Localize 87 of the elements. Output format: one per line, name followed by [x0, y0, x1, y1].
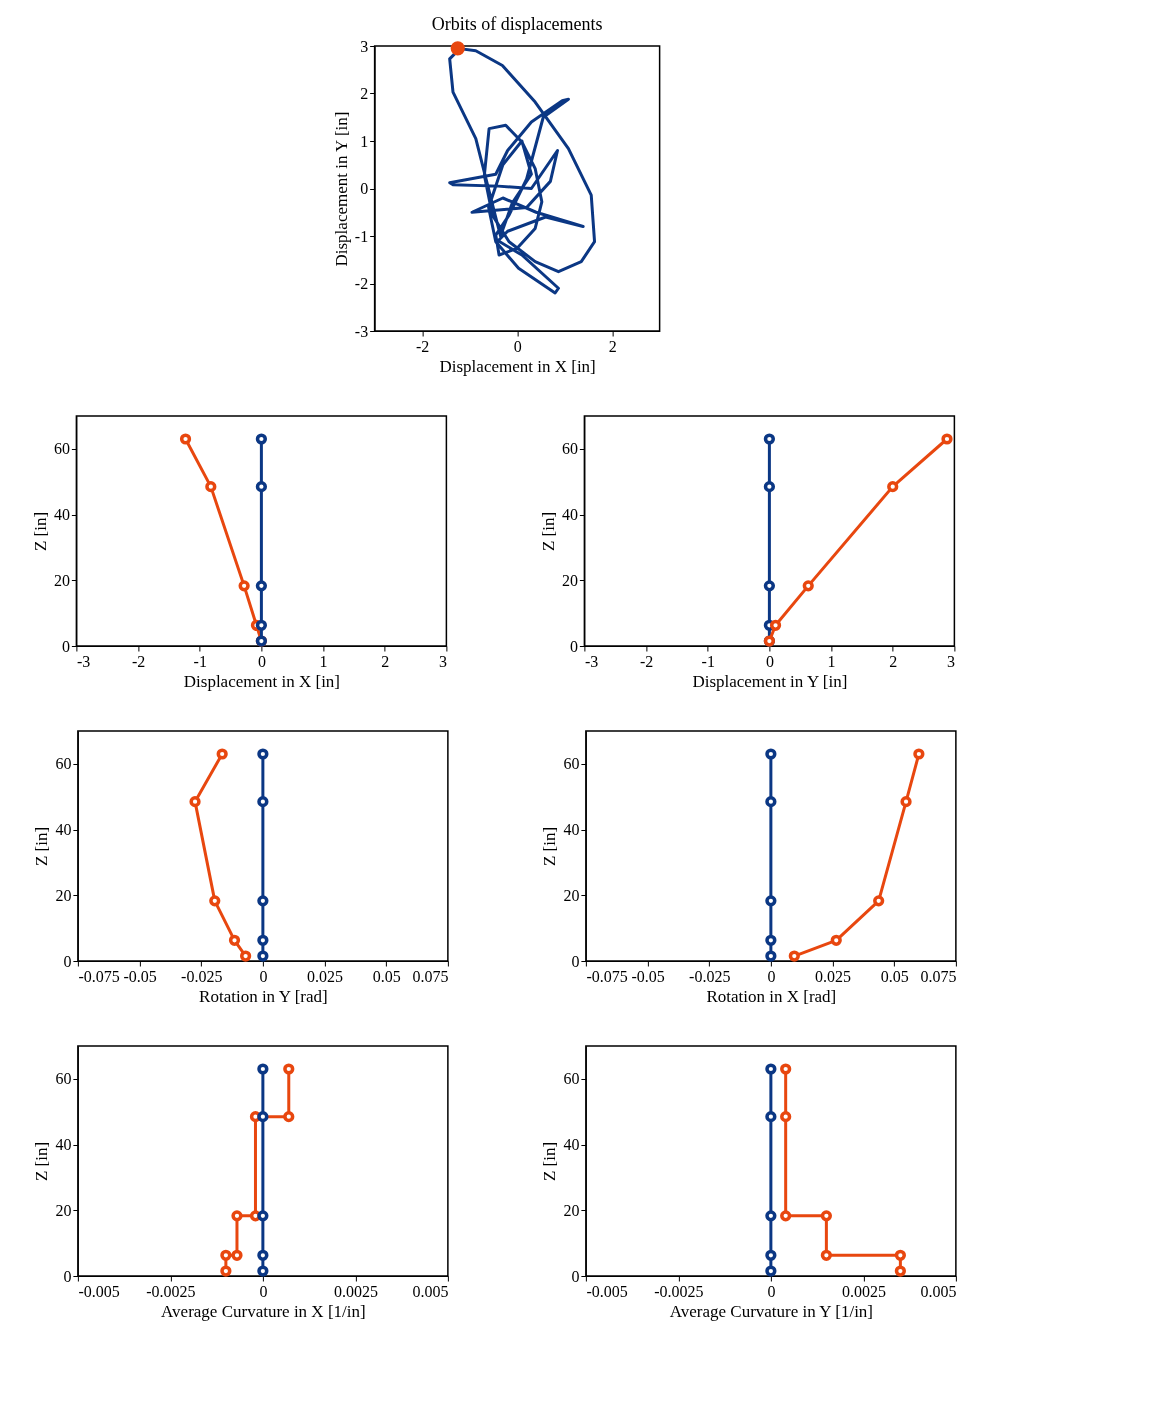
y-tick-label: 20	[53, 571, 70, 589]
y-tick-label: 0	[63, 1267, 72, 1285]
y-tick-label: 20	[55, 1201, 72, 1219]
y-tick-label: 0	[571, 1267, 580, 1285]
x-tick-label: 0.0025	[841, 1282, 886, 1300]
x-tick-label: -3	[584, 652, 599, 670]
y-tick-label: -2	[354, 275, 369, 292]
x-axis-title: Rotation in Y [rad]	[199, 986, 328, 1006]
y-tick-label: 60	[53, 440, 70, 458]
x-tick-label: 0	[257, 652, 266, 670]
x-tick-label: -2	[639, 652, 654, 670]
x-tick-label: 0.0025	[333, 1282, 378, 1300]
chart-title: Orbits of displacements	[431, 14, 603, 34]
y-tick-label: 40	[53, 506, 70, 524]
y-tick-label: -3	[354, 322, 369, 340]
y-axis-title: Z [in]	[32, 826, 52, 867]
x-axis-title: Displacement in Y [in]	[692, 671, 848, 691]
x-tick-label: 2	[889, 652, 898, 670]
y-tick-label: 40	[561, 506, 578, 524]
x-tick-label: -0.05	[631, 967, 665, 985]
x-axis-title: Displacement in X [in]	[183, 671, 341, 691]
x-tick-label: 0	[765, 652, 774, 670]
x-tick-label: 0.05	[372, 967, 401, 985]
x-tick-label: 3	[438, 652, 447, 670]
y-tick-label: 40	[55, 1136, 72, 1154]
y-tick-label: 60	[55, 1070, 72, 1088]
y-tick-label: 1	[360, 132, 369, 150]
x-tick-label: -0.025	[689, 967, 731, 985]
x-tick-label: 3	[946, 652, 955, 670]
y-axis-title: Z [in]	[540, 826, 560, 867]
y-axis-title: Z [in]	[32, 1141, 52, 1182]
x-tick-label: -0.0025	[654, 1282, 704, 1300]
y-axis-title: Z [in]	[538, 511, 558, 552]
y-tick-label: 40	[563, 821, 580, 839]
y-tick-label: 0	[571, 952, 580, 970]
x-tick-label: -0.05	[123, 967, 157, 985]
x-tick-label: 0	[513, 337, 522, 355]
y-tick-label: 60	[563, 1070, 580, 1088]
x-tick-label: 0	[259, 967, 268, 985]
x-tick-label: -1	[193, 652, 207, 670]
x-tick-label: 0.005	[920, 1282, 957, 1300]
x-tick-label: -2	[131, 652, 146, 670]
x-tick-label: 0.025	[307, 967, 344, 985]
x-axis-title: Average Curvature in Y [1/in]	[669, 1301, 874, 1321]
y-tick-label: 60	[561, 440, 578, 458]
y-tick-label: 20	[561, 571, 578, 589]
x-tick-label: -0.005	[586, 1282, 628, 1300]
x-tick-label: 1	[319, 652, 328, 670]
x-tick-label: 0.075	[920, 967, 957, 985]
x-axis-title: Displacement in X [in]	[439, 356, 596, 376]
x-tick-label: 0.005	[412, 1282, 449, 1300]
y-axis-title: Displacement in Y [in]	[331, 111, 351, 267]
y-tick-label: 60	[563, 755, 580, 773]
y-axis-title: Z [in]	[540, 1141, 560, 1182]
y-tick-label: 40	[563, 1136, 580, 1154]
y-tick-label: 20	[55, 886, 72, 904]
y-tick-label: 0	[63, 952, 72, 970]
x-tick-label: -0.0025	[146, 1282, 196, 1300]
y-tick-label: 3	[360, 37, 369, 55]
y-tick-label: 20	[563, 1201, 580, 1219]
x-tick-label: -2	[415, 337, 430, 355]
x-tick-label: 2	[381, 652, 390, 670]
x-tick-label: 0	[767, 1282, 776, 1300]
x-tick-label: 0	[259, 1282, 268, 1300]
y-tick-label: -1	[354, 227, 369, 245]
x-tick-label: -0.025	[181, 967, 223, 985]
x-axis-title: Average Curvature in X [1/in]	[161, 1301, 366, 1321]
x-tick-label: 2	[608, 337, 617, 355]
x-tick-label: 0.05	[880, 967, 909, 985]
y-tick-label: 40	[55, 821, 72, 839]
y-tick-label: 0	[569, 637, 578, 655]
x-tick-label: 1	[827, 652, 836, 670]
y-tick-label: 0	[360, 180, 369, 197]
y-tick-label: 2	[360, 85, 369, 102]
x-tick-label: -1	[701, 652, 715, 670]
x-tick-label: -3	[76, 652, 91, 670]
y-tick-label: 20	[563, 886, 580, 904]
x-tick-label: 0.075	[412, 967, 449, 985]
y-tick-label: 0	[61, 637, 70, 655]
y-axis-title: Z [in]	[30, 511, 50, 552]
x-tick-label: -0.075	[78, 967, 120, 985]
x-tick-label: 0	[767, 967, 776, 985]
x-tick-label: -0.005	[78, 1282, 120, 1300]
y-tick-label: 60	[55, 755, 72, 773]
x-tick-label: 0.025	[815, 967, 852, 985]
x-axis-title: Rotation in X [rad]	[706, 986, 837, 1006]
x-tick-label: -0.075	[586, 967, 628, 985]
